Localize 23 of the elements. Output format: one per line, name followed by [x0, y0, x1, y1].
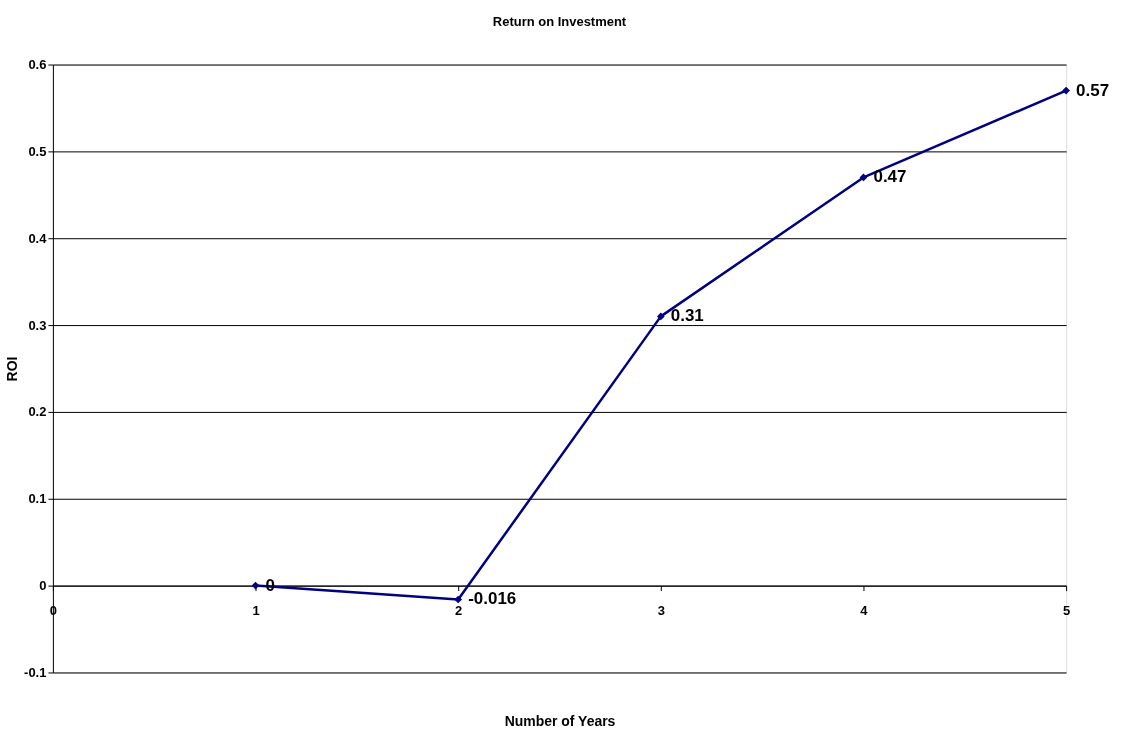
y-tick-label: 0.4 [28, 230, 48, 246]
y-tick-label: 0.5 [28, 143, 47, 159]
y-tick-label: 0.6 [28, 57, 47, 73]
point [454, 595, 463, 604]
y-tick-label: 0.3 [28, 317, 47, 333]
x-tick-label: 2 [455, 603, 463, 619]
data-label: 0.47 [873, 167, 907, 187]
data-label: 0.57 [1076, 80, 1110, 100]
x-tick-label: 4 [860, 603, 869, 619]
x-axis-title: Number of Years [504, 712, 616, 729]
x-tick-label: 3 [657, 603, 665, 619]
y-tick-label: 0.1 [28, 491, 47, 507]
y-tick-label: -0.1 [24, 664, 47, 680]
data-label: 0.31 [670, 306, 704, 326]
y-axis-title: ROI [4, 356, 21, 382]
data-label: -0.016 [468, 589, 517, 609]
point [1062, 86, 1070, 95]
point [656, 312, 665, 321]
y-tick-label: 0.2 [28, 404, 47, 420]
chart-title: Return on Investment [492, 13, 627, 29]
x-tick-label: 1 [252, 603, 260, 619]
x-tick-label: 5 [1062, 603, 1071, 619]
y-tick-label: 0 [39, 578, 47, 594]
